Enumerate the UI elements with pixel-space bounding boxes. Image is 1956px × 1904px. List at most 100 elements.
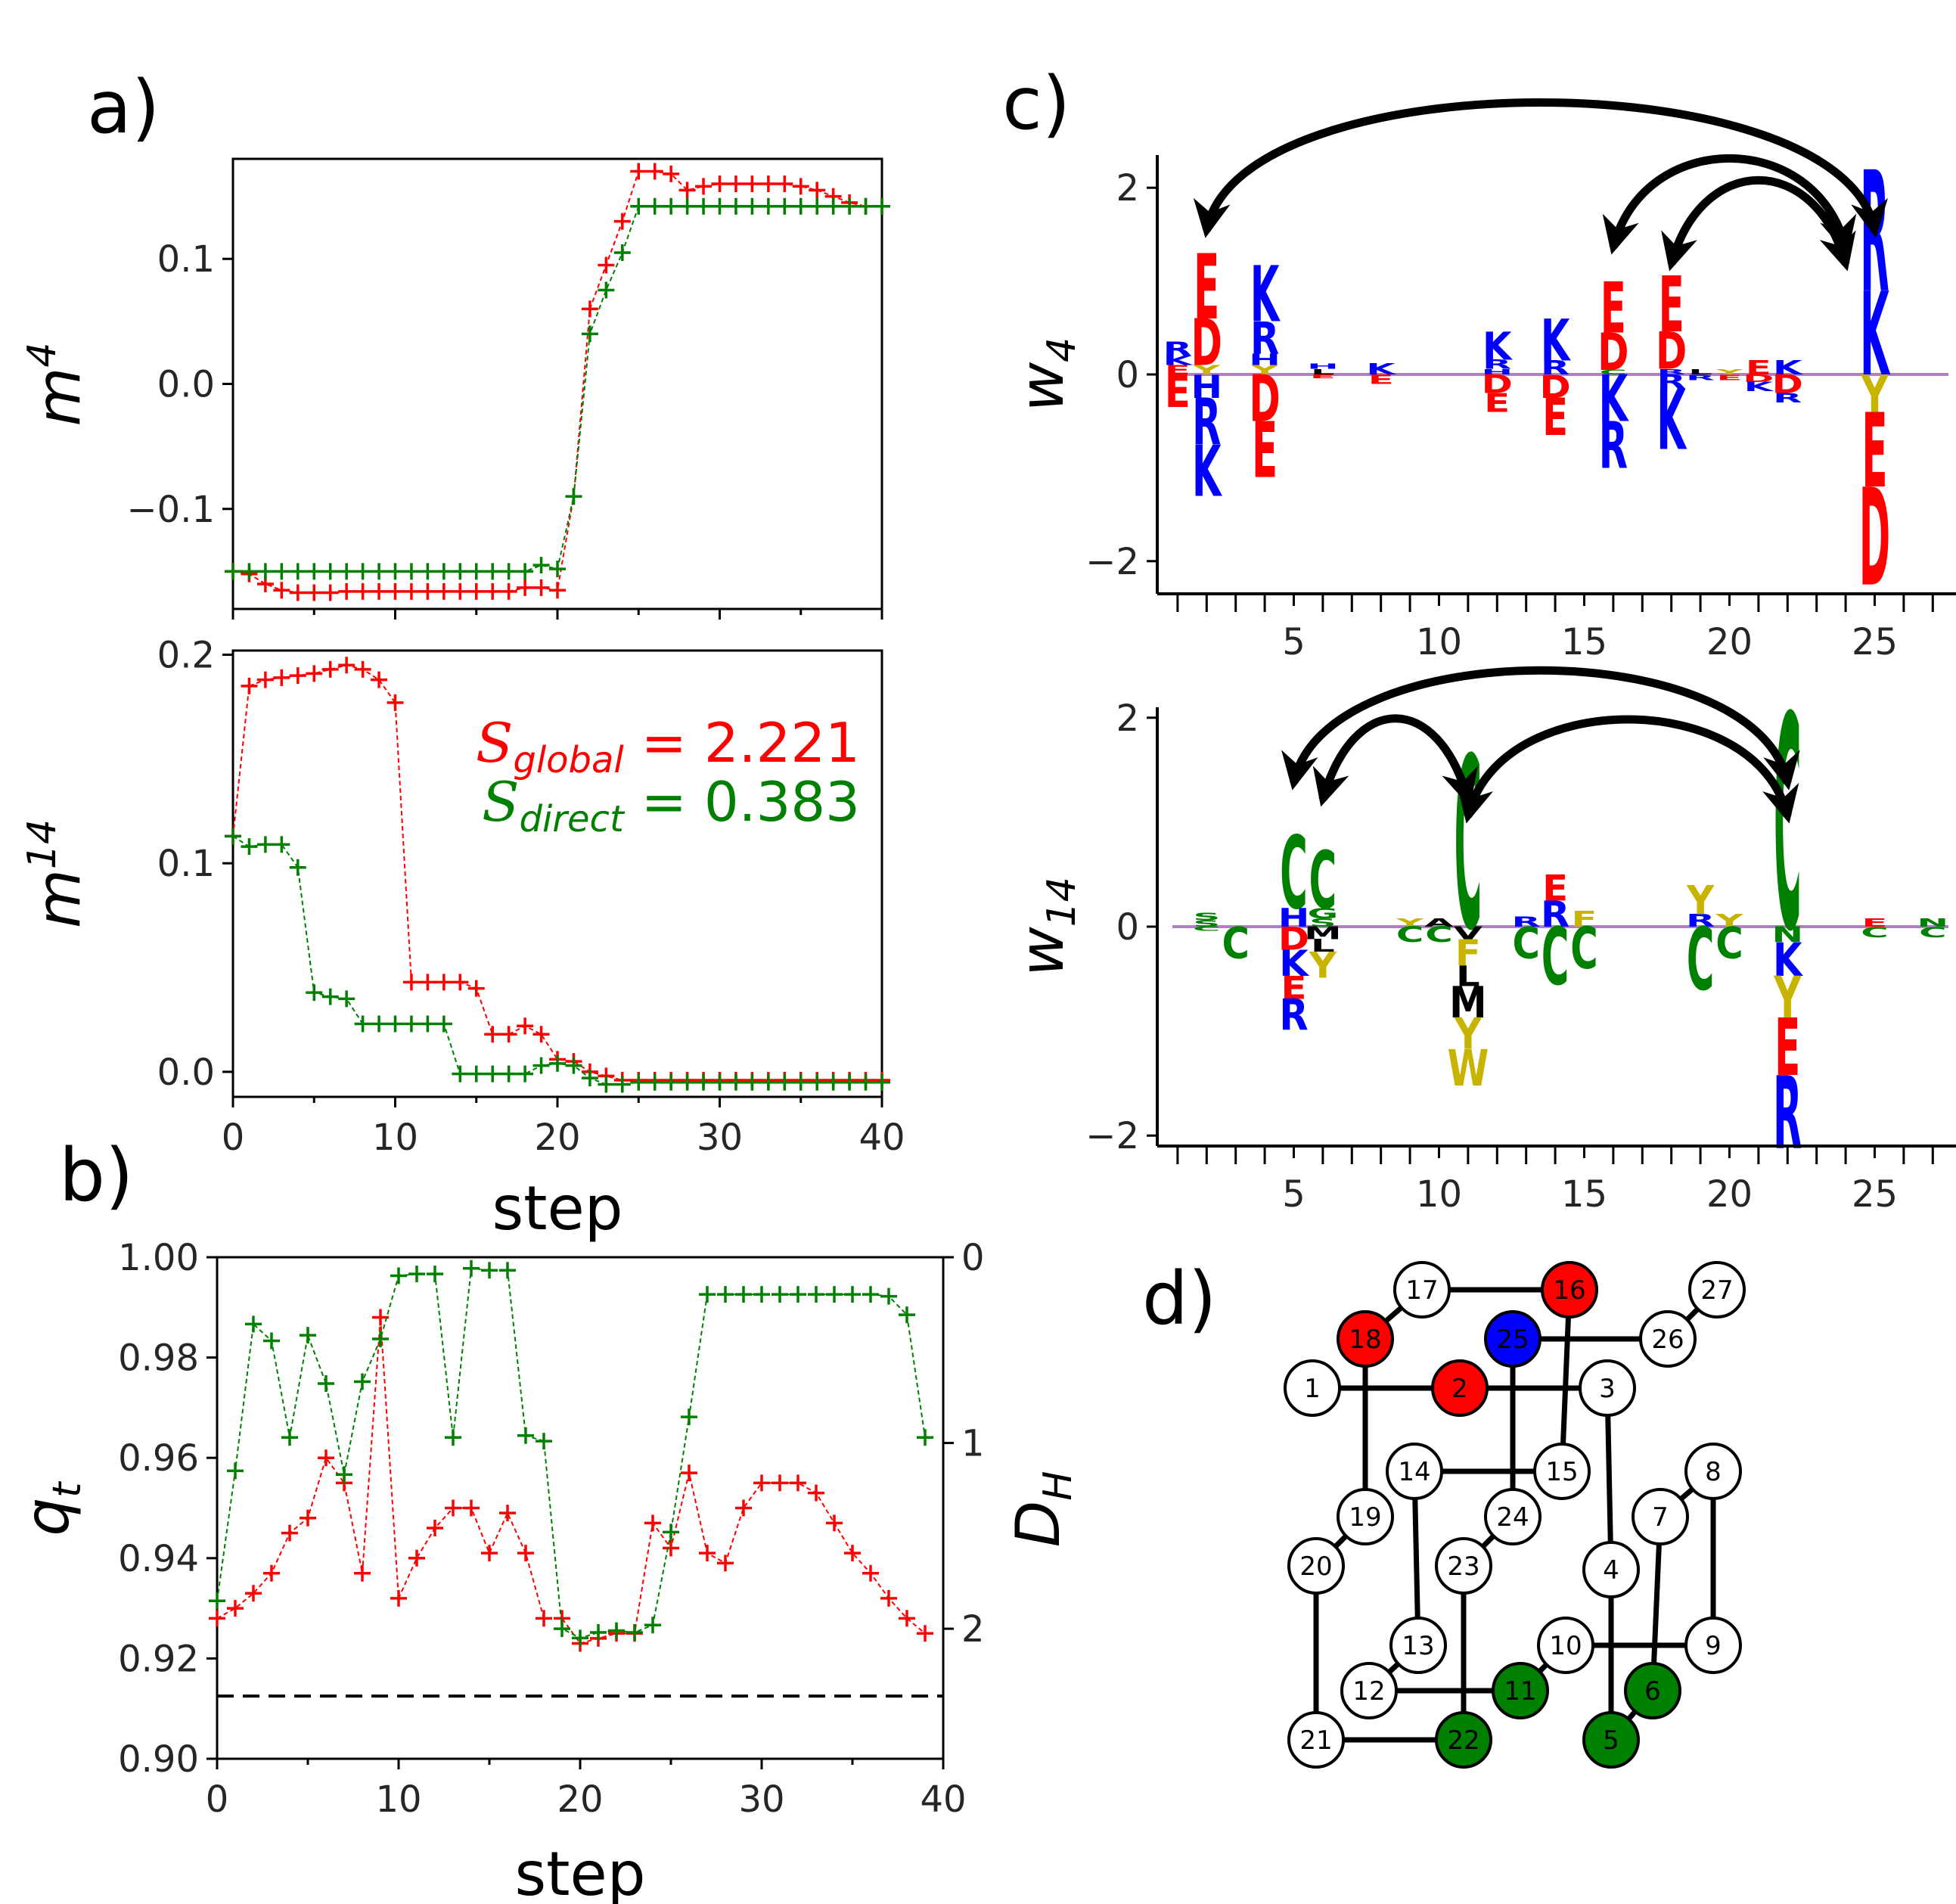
series-line-global [232,664,882,1081]
data-point [354,660,371,678]
data-point [289,859,306,876]
data-point [435,974,452,991]
lattice-node [1435,1537,1492,1595]
data-point [499,1262,516,1279]
data-point [663,1524,679,1541]
data-point [792,197,809,215]
data-point [862,1286,879,1303]
logo-letter: D [1597,322,1628,382]
data-point [427,1520,443,1537]
logo-letter: C [1425,922,1452,948]
logo-letter: N [1917,916,1948,930]
y-tick-label: 0.2 [157,635,215,677]
data-point [663,1073,680,1091]
logo-letter: K [1163,353,1194,368]
lattice-node-label: 15 [1545,1457,1578,1487]
data-point [772,1474,788,1492]
x-tick-label: 20 [1706,621,1753,663]
data-point [899,1306,915,1324]
y-tick-label: 0.1 [157,843,215,885]
data-point [844,1545,861,1562]
y-tick-label: 0.98 [118,1337,199,1380]
logo-letter: H [1307,362,1339,371]
logo-letter: R [1279,990,1308,1041]
logo-letter: C [1280,815,1307,932]
data-point [463,1499,480,1517]
data-point [598,1076,615,1093]
lattice-node [1632,1488,1689,1545]
data-point [273,836,290,853]
data-point [776,197,793,215]
data-point [427,1266,443,1283]
annotation-s-direct: Sdirect = 0.383 [482,770,860,840]
data-point [387,1015,404,1033]
data-point [626,1624,643,1642]
lattice-node-label: 6 [1644,1676,1661,1707]
logo-letter: K [1744,380,1774,395]
data-point [500,1065,517,1082]
lattice-edge [1559,1289,1573,1472]
data-point [463,1259,480,1277]
logo-letter: C [1570,917,1597,983]
data-point [681,1464,697,1482]
lattice-node [1484,1310,1542,1368]
data-point [517,1545,534,1562]
x-tick-label: 40 [858,1117,905,1159]
data-point [581,325,598,343]
logo-letter: C [1396,922,1424,948]
x-tick-label: 30 [697,1117,743,1159]
lattice-node-label: 20 [1299,1551,1332,1582]
data-point [826,1514,843,1532]
logo-letter: D [1539,368,1570,405]
y2-tick-label: 0 [961,1237,985,1279]
plot-frame [231,157,883,610]
data-point [899,1610,915,1627]
logo-letter: Y [1250,363,1280,378]
x-tick-label: 5 [1282,621,1306,663]
logo-letter: R [1686,373,1715,382]
lattice-node [1287,1711,1345,1769]
lattice-node [1582,1541,1640,1598]
data-point [809,182,826,199]
y-axis-label: qt [12,1481,90,1536]
logo-letter: Y [1454,1008,1483,1059]
data-point [554,1620,570,1638]
data-point [549,1054,566,1072]
x-tick-label: 20 [557,1778,603,1821]
lattice-node-label: 16 [1553,1275,1585,1306]
logo-letter: D [1859,460,1890,617]
data-point [744,197,761,215]
data-point [663,165,680,182]
data-point [338,582,355,600]
x-tick-label: 25 [1852,1173,1898,1216]
logo-letter: E [1659,260,1684,349]
lattice-node-label: 21 [1299,1725,1332,1756]
data-point [753,1286,770,1303]
data-point [209,1610,225,1627]
data-point [281,1429,298,1446]
y-tick-label: 0 [1116,354,1139,396]
data-point [759,197,777,215]
lattice-node [1435,1711,1492,1769]
data-point [467,980,485,997]
x-tick-label: 0 [206,1778,229,1821]
data-point [532,579,550,596]
data-point [321,660,339,678]
lattice-node-label: 8 [1705,1457,1722,1487]
y-axis-label: m4 [20,342,94,426]
data-point [644,1514,661,1532]
contact-arc [1312,714,1479,807]
data-point [241,677,258,694]
data-point [445,1499,461,1517]
data-point [824,1073,842,1091]
data-point [452,974,469,991]
contact-arc [1456,715,1799,824]
logo-letter: N [1771,922,1803,948]
data-point [695,178,713,195]
data-point [227,1462,244,1480]
data-point [880,1589,897,1607]
data-point [581,300,598,318]
logo-letter: Y [1774,966,1802,1032]
lattice-node-label: 12 [1352,1676,1385,1707]
